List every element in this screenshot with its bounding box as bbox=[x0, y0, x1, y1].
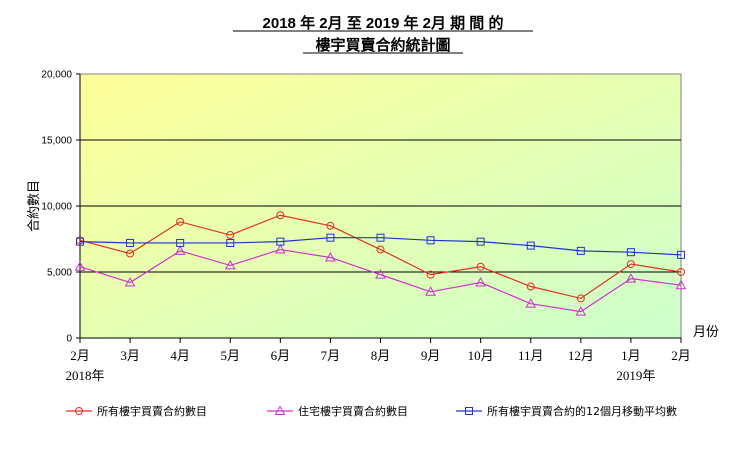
data-point bbox=[224, 259, 236, 270]
data-point bbox=[626, 248, 635, 257]
data-point bbox=[176, 238, 185, 247]
x-tick-label: 4月 bbox=[170, 348, 190, 363]
data-point bbox=[475, 277, 487, 287]
data-point bbox=[425, 286, 436, 296]
data-point bbox=[426, 236, 435, 245]
data-point bbox=[226, 231, 235, 240]
series-line bbox=[79, 248, 682, 313]
data-series bbox=[74, 211, 687, 316]
data-point bbox=[525, 298, 537, 308]
data-point bbox=[575, 306, 587, 316]
legend-label: 所有樓宇買賣合約數目 bbox=[97, 404, 207, 418]
data-point bbox=[375, 269, 386, 279]
series-line bbox=[79, 237, 682, 256]
x-tick-label: 12月 bbox=[568, 348, 594, 363]
y-tick-label: 10,000 bbox=[41, 202, 72, 213]
data-point bbox=[126, 238, 135, 247]
data-point bbox=[426, 270, 435, 279]
series-group bbox=[76, 233, 685, 259]
data-point bbox=[576, 294, 585, 303]
data-point bbox=[677, 268, 685, 276]
x-tick-label: 8月 bbox=[371, 348, 391, 363]
legend-label: 所有樓宇買賣合約的12個月移動平均數 bbox=[487, 404, 677, 418]
y-tick-label: 20,000 bbox=[41, 70, 72, 81]
x-year-label: 2019年 bbox=[616, 368, 655, 383]
x-tick-label: 2月 bbox=[70, 348, 90, 363]
data-point bbox=[576, 246, 585, 255]
x-tick-label: 5月 bbox=[220, 348, 240, 363]
data-point bbox=[476, 237, 485, 246]
chart-title-line1: 2018 年 2月 至 2019 年 2月 期 間 的 bbox=[263, 14, 504, 32]
data-point bbox=[274, 244, 286, 254]
data-point bbox=[325, 251, 336, 262]
data-point bbox=[76, 237, 84, 246]
x-axis-ticks: 2月 3月 4月 5月 6月 7月 8月 9月 10月 11月 12月 1月 2月 2018年 2019年 bbox=[65, 338, 691, 383]
y-tick-label: 0 bbox=[66, 334, 72, 345]
x-tick-label: 9月 bbox=[421, 348, 441, 363]
gridlines bbox=[80, 139, 681, 273]
x-tick-label: 3月 bbox=[120, 348, 140, 363]
data-point bbox=[274, 405, 286, 415]
data-point bbox=[476, 262, 485, 271]
y-axis-label: 合約數目 bbox=[27, 180, 42, 232]
series-group bbox=[74, 244, 687, 316]
data-point bbox=[465, 407, 473, 415]
legend: 所有樓宇買賣合約數目 住宅樓宇買賣合約數目 所有樓宇買賣合約的12個月移動平均數 bbox=[66, 404, 677, 418]
data-point bbox=[326, 233, 335, 242]
data-point bbox=[625, 273, 637, 283]
x-tick-label: 11月 bbox=[518, 348, 544, 363]
data-point bbox=[124, 277, 136, 287]
y-tick-label: 5,000 bbox=[47, 268, 72, 279]
x-tick-label: 2月 bbox=[671, 348, 691, 363]
data-point bbox=[276, 237, 285, 246]
data-point bbox=[376, 245, 385, 254]
x-tick-label: 1月 bbox=[621, 348, 641, 363]
x-tick-label: 6月 bbox=[271, 348, 291, 363]
x-tick-label: 10月 bbox=[468, 348, 494, 363]
data-point bbox=[675, 279, 687, 290]
data-point bbox=[174, 245, 186, 255]
data-point bbox=[276, 211, 285, 220]
data-point bbox=[326, 221, 335, 230]
x-tick-label: 7月 bbox=[321, 348, 341, 363]
x-year-label: 2018年 bbox=[65, 368, 104, 383]
data-point bbox=[376, 233, 385, 242]
data-point bbox=[74, 261, 86, 271]
chart-title-line2: 樓宇買賣合約統計圖 bbox=[315, 36, 450, 54]
data-point bbox=[126, 249, 135, 258]
data-point bbox=[526, 241, 535, 250]
data-point bbox=[626, 260, 635, 269]
y-tick-label: 15,000 bbox=[41, 136, 72, 147]
series-line bbox=[79, 214, 682, 300]
x-axis-label: 月份 bbox=[693, 325, 719, 340]
data-point bbox=[677, 250, 685, 259]
legend-label: 住宅樓宇買賣合約數目 bbox=[298, 404, 408, 418]
data-point bbox=[176, 217, 185, 226]
data-point bbox=[526, 282, 535, 291]
data-point bbox=[75, 407, 83, 415]
series-group bbox=[76, 211, 685, 303]
data-point bbox=[226, 238, 235, 247]
